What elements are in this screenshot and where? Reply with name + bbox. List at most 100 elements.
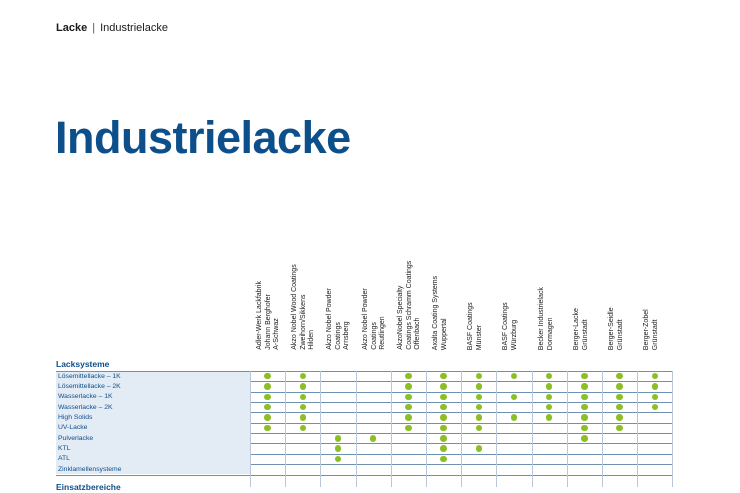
column-header-8: Becker Industrielack Dormagen — [538, 258, 574, 350]
column-header-line: A-Schwaz — [273, 318, 281, 350]
availability-dot — [475, 414, 483, 421]
availability-dot — [299, 372, 307, 380]
column-divider — [566, 371, 568, 487]
availability-dot — [334, 435, 342, 442]
column-header-line: Münster — [475, 324, 483, 350]
column-divider — [355, 371, 357, 487]
column-header-3: Akzo Nobel Powder Coatings Reutlingen — [362, 258, 398, 350]
availability-dot — [405, 424, 412, 432]
column-divider — [285, 371, 287, 487]
availability-dot — [475, 383, 483, 390]
column-header-line: Grünstadt — [651, 319, 659, 350]
table-row: Pulverlacke — [56, 433, 674, 444]
row-divider — [56, 381, 673, 383]
row-label-cell: KTL — [56, 443, 250, 454]
row-divider — [56, 453, 673, 455]
column-divider — [390, 371, 392, 487]
column-header-line: Berger-Zobel — [643, 309, 651, 350]
availability-dot — [299, 393, 307, 401]
column-header-text: Akzo Nobel Powder Coatings Arnsberg — [326, 289, 352, 350]
column-header-line: Grünstadt — [581, 319, 589, 350]
availability-dot — [405, 393, 412, 401]
column-header-1: Akzo Nobel Wood Coatings Zweihorn/Sikkens… — [291, 258, 327, 350]
column-header-text: Adler-Werk Lackfabrik Johann Berghofer A-S… — [256, 281, 282, 350]
availability-dot — [440, 372, 447, 380]
row-label: KTL — [58, 444, 71, 452]
availability-dot — [581, 383, 588, 390]
column-divider — [602, 371, 603, 487]
availability-dot — [581, 424, 588, 432]
table-row: Lösemittellacke – 2K — [56, 381, 674, 392]
row-label-cell: Lösemittellacke – 2K — [56, 381, 250, 392]
availability-dot — [369, 435, 377, 442]
availability-dot — [616, 403, 623, 411]
column-divider — [637, 371, 639, 487]
availability-dot — [264, 414, 271, 421]
row-label: ATL — [58, 455, 70, 463]
row-label-cell: Zinklamellensysteme — [56, 464, 250, 475]
column-header-line: AkzoNobel Specialty — [396, 285, 404, 350]
table-row: Lösemittellacke – 1K — [56, 371, 674, 382]
availability-dot — [440, 393, 447, 401]
row-label-cell: Pulverlacke — [56, 433, 250, 444]
column-header-9: Berger-Lacke Grünstadt — [573, 258, 609, 350]
column-divider — [320, 371, 322, 487]
availability-dot — [264, 372, 271, 380]
column-header-line: BASF Coatings — [467, 302, 475, 350]
row-divider — [56, 422, 673, 424]
availability-dot — [264, 383, 271, 390]
column-header-text: Akzo Nobel Powder Coatings Reutlingen — [362, 289, 388, 350]
availability-dot — [405, 403, 412, 411]
column-header-line: Grünstadt — [616, 319, 624, 350]
row-label-cell: ATL — [56, 453, 250, 465]
row-label-cell: UV-Lacke — [56, 422, 250, 434]
availability-dot — [264, 403, 271, 411]
column-header-6: BASF Coatings Münster — [467, 258, 503, 350]
column-divider — [496, 371, 498, 487]
row-divider — [56, 474, 673, 476]
availability-dot — [475, 445, 483, 452]
availability-dot — [299, 403, 307, 411]
row-divider — [56, 443, 673, 445]
column-header-line: Berger-Seidle — [608, 307, 615, 350]
column-header-text: Berger-Seidle Grünstadt — [608, 307, 625, 350]
row-label: UV-Lacke — [58, 424, 88, 432]
row-label-cell: Wasserlacke – 2K — [56, 402, 250, 413]
breadcrumb-section[interactable]: Lacke — [56, 22, 88, 34]
column-header-text: Axalta Coating Systems Wuppertal — [432, 276, 449, 350]
column-header-line: Hilden — [308, 330, 316, 350]
availability-dot — [581, 393, 588, 401]
column-header-7: BASF Coatings Würzburg — [502, 258, 538, 350]
row-divider — [56, 464, 673, 466]
row-label: Wasserlacke – 2K — [58, 403, 113, 411]
column-header-text: Berger-Zobel Grünstadt — [643, 309, 660, 350]
column-header-4: AkzoNobel Specialty Coatings Schramm Coat… — [397, 258, 433, 350]
column-header-line: Offenbach — [413, 317, 421, 350]
availability-dot — [440, 414, 447, 421]
availability-dot — [581, 414, 588, 421]
page-title: Industrielacke — [55, 112, 351, 163]
availability-dot — [651, 403, 659, 411]
availability-dot — [264, 424, 271, 432]
availability-dot — [440, 445, 447, 452]
availability-dot — [264, 393, 271, 401]
row-label: Lösemittellacke – 1K — [58, 372, 121, 380]
column-header-line: Zweihorn/Sikkens — [299, 294, 307, 350]
availability-dot — [651, 372, 659, 380]
availability-dot — [616, 383, 623, 390]
column-header-line: Wuppertal — [440, 318, 448, 350]
column-header-line: Coatings Schramm Coatings — [405, 260, 413, 350]
availability-dot — [405, 414, 412, 421]
availability-dot — [545, 383, 553, 390]
availability-dot — [475, 393, 483, 401]
availability-dot — [510, 414, 518, 421]
column-header-text: AkzoNobel Specialty Coatings Schramm Coat… — [397, 261, 423, 350]
row-label: Lösemittellacke – 2K — [58, 382, 121, 390]
column-header-line: Dormagen — [546, 317, 554, 350]
section-label-einsatzbereiche: Einsatzbereiche — [56, 482, 121, 492]
column-header-5: Axalta Coating Systems Wuppertal — [432, 258, 468, 350]
availability-dot — [440, 403, 447, 411]
table-row: UV-Lacke — [56, 422, 674, 434]
availability-dot — [581, 403, 588, 411]
row-label-cell: Wasserlacke – 1K — [56, 391, 250, 402]
